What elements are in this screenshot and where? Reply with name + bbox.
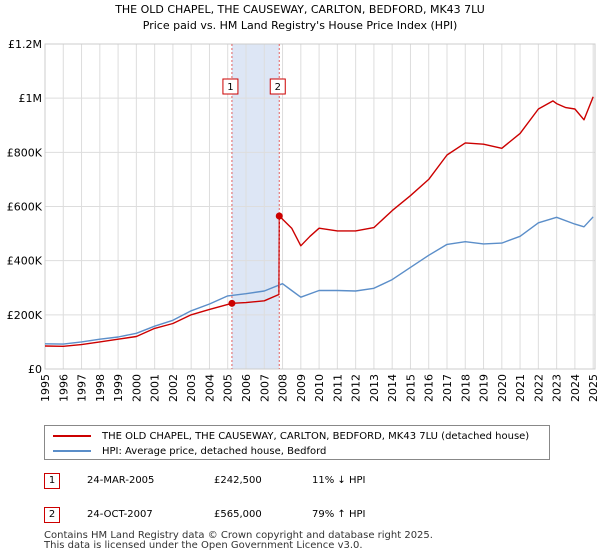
x-tick-label: 1997 bbox=[76, 374, 89, 402]
y-axis-ticks: £0 £200K £400K £600K £800K £1M £1.2M bbox=[7, 38, 43, 376]
y-tick-label: £1M bbox=[19, 92, 43, 105]
legend-swatch-property bbox=[53, 435, 91, 437]
y-tick-label: £400K bbox=[7, 255, 43, 268]
sale-price: £565,000 bbox=[214, 509, 262, 520]
series-lines bbox=[44, 96, 594, 347]
legend-item-property: THE OLD CHAPEL, THE CAUSEWAY, CARLTON, B… bbox=[53, 429, 529, 443]
sale-row: 1 24-MAR-2005 £242,500 11% ↓ HPI bbox=[44, 473, 550, 491]
x-tick-label: 2023 bbox=[551, 374, 564, 402]
footer-copyright: Contains HM Land Registry data © Crown c… bbox=[44, 530, 433, 541]
x-tick-label: 2018 bbox=[459, 374, 472, 402]
sale-row: 2 24-OCT-2007 £565,000 79% ↑ HPI bbox=[44, 507, 550, 525]
x-tick-label: 2005 bbox=[222, 374, 235, 402]
y-tick-label: £1.2M bbox=[8, 38, 42, 51]
sale-hpi-change: 11% ↓ HPI bbox=[312, 475, 366, 486]
sale-price: £242,500 bbox=[214, 475, 262, 486]
y-tick-label: £800K bbox=[7, 146, 43, 159]
legend-label-hpi: HPI: Average price, detached house, Bedf… bbox=[102, 445, 327, 457]
sale-number-box bbox=[222, 78, 239, 95]
x-tick-label: 2008 bbox=[277, 374, 290, 402]
x-tick-label: 2011 bbox=[331, 374, 344, 402]
x-tick-label: 2003 bbox=[185, 374, 198, 402]
x-tick-label: 2000 bbox=[130, 374, 143, 402]
sale-date: 24-OCT-2007 bbox=[87, 509, 153, 520]
hpi-line bbox=[44, 216, 594, 345]
x-tick-label: 2004 bbox=[203, 374, 216, 402]
legend: THE OLD CHAPEL, THE CAUSEWAY, CARLTON, B… bbox=[44, 425, 550, 460]
x-tick-label: 2019 bbox=[478, 374, 491, 402]
x-tick-label: 2017 bbox=[441, 374, 454, 402]
sale-date: 24-MAR-2005 bbox=[87, 475, 155, 486]
x-tick-label: 2009 bbox=[295, 374, 308, 402]
grid-lines bbox=[44, 43, 596, 370]
y-tick-label: £0 bbox=[28, 363, 42, 376]
sale-number-label: 1 bbox=[227, 82, 233, 93]
y-tick-label: £200K bbox=[7, 309, 43, 322]
x-tick-label: 2024 bbox=[569, 374, 582, 402]
x-tick-label: 2025 bbox=[587, 374, 600, 402]
price-chart: THE OLD CHAPEL, THE CAUSEWAY, CARLTON, B… bbox=[7, 3, 600, 402]
footer: Contains HM Land Registry data © Crown c… bbox=[44, 531, 433, 551]
legend-swatch-hpi bbox=[53, 450, 91, 452]
x-tick-label: 2010 bbox=[313, 374, 326, 402]
x-tick-label: 1999 bbox=[112, 374, 125, 402]
x-tick-label: 2020 bbox=[496, 374, 509, 402]
sale-point bbox=[275, 212, 283, 220]
plot-frame bbox=[44, 43, 596, 370]
x-tick-label: 2013 bbox=[368, 374, 381, 402]
y-tick-label: £600K bbox=[7, 201, 43, 214]
property-price-line bbox=[44, 96, 594, 347]
sale-point bbox=[228, 299, 236, 307]
x-tick-label: 2006 bbox=[240, 374, 253, 402]
legend-item-hpi: HPI: Average price, detached house, Bedf… bbox=[53, 444, 326, 458]
sale-number-label: 2 bbox=[275, 82, 281, 93]
x-tick-label: 2001 bbox=[149, 374, 162, 402]
x-tick-label: 2012 bbox=[350, 374, 363, 402]
footer-licence: This data is licensed under the Open Gov… bbox=[44, 540, 363, 551]
x-tick-label: 2022 bbox=[532, 374, 545, 402]
sale-badge: 1 bbox=[44, 473, 60, 489]
x-tick-label: 1995 bbox=[39, 374, 52, 402]
x-tick-label: 1996 bbox=[57, 374, 70, 402]
legend-label-property: THE OLD CHAPEL, THE CAUSEWAY, CARLTON, B… bbox=[102, 430, 530, 442]
chart-subtitle: Price paid vs. HM Land Registry's House … bbox=[143, 19, 458, 32]
chart-title: THE OLD CHAPEL, THE CAUSEWAY, CARLTON, B… bbox=[114, 3, 485, 16]
sale-number-box bbox=[269, 78, 286, 95]
sale-badge: 2 bbox=[44, 507, 60, 523]
x-tick-label: 2002 bbox=[167, 374, 180, 402]
sale-hpi-change: 79% ↑ HPI bbox=[312, 509, 366, 520]
x-tick-label: 2007 bbox=[258, 374, 271, 402]
x-tick-label: 2016 bbox=[423, 374, 436, 402]
x-tick-label: 2014 bbox=[386, 374, 399, 402]
x-tick-label: 1998 bbox=[94, 374, 107, 402]
x-tick-label: 2021 bbox=[514, 374, 527, 402]
x-tick-label: 2015 bbox=[404, 374, 417, 402]
x-axis-ticks: 1995 1996 1997 1998 1999 2000 2001 2002 2003 2004… bbox=[39, 374, 600, 402]
